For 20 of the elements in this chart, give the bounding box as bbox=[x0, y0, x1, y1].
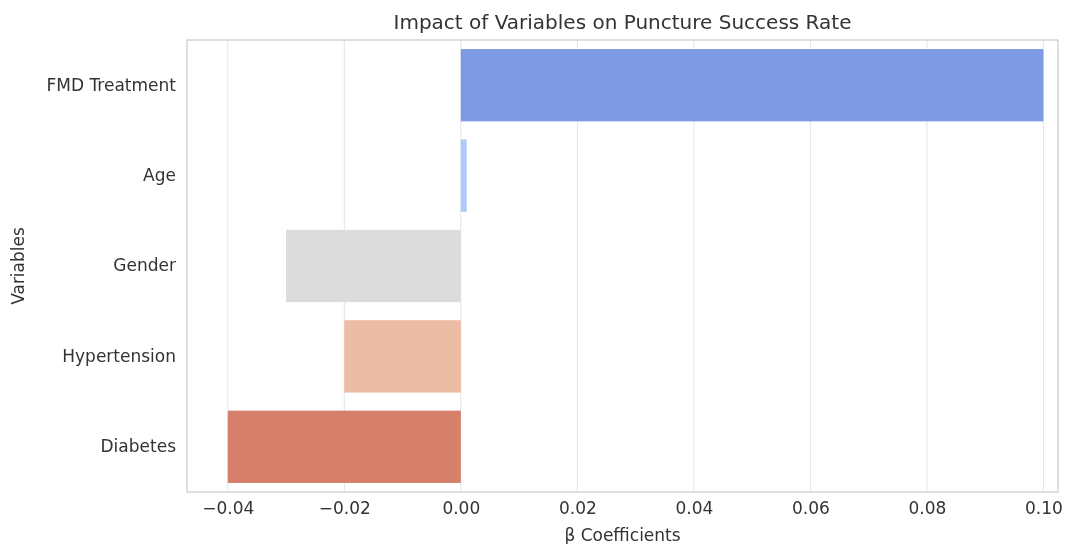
y-tick-label: Hypertension bbox=[62, 345, 176, 366]
x-axis-title: β Coefficients bbox=[564, 525, 681, 544]
x-tick-label: −0.04 bbox=[202, 498, 255, 519]
x-tick-label: 0.02 bbox=[558, 498, 597, 519]
x-tick-label: 0.10 bbox=[1025, 498, 1063, 519]
bar bbox=[344, 320, 461, 393]
bar bbox=[227, 410, 461, 483]
x-tick-label: 0.00 bbox=[442, 498, 481, 519]
y-tick-label: Diabetes bbox=[100, 436, 177, 457]
bar bbox=[460, 49, 1044, 122]
y-axis-title: Variables bbox=[8, 227, 28, 305]
y-tick-label: Gender bbox=[113, 255, 176, 276]
y-tick-label: Age bbox=[143, 165, 176, 186]
x-tick-label: 0.04 bbox=[675, 498, 714, 519]
y-tick-label: FMD Treatment bbox=[46, 74, 177, 95]
chart-title: Impact of Variables on Puncture Success Rate bbox=[393, 10, 852, 34]
bar bbox=[460, 139, 467, 212]
x-tick-label: 0.08 bbox=[908, 498, 947, 519]
x-tick-label: −0.02 bbox=[318, 498, 371, 519]
x-tick-label: 0.06 bbox=[791, 498, 830, 519]
